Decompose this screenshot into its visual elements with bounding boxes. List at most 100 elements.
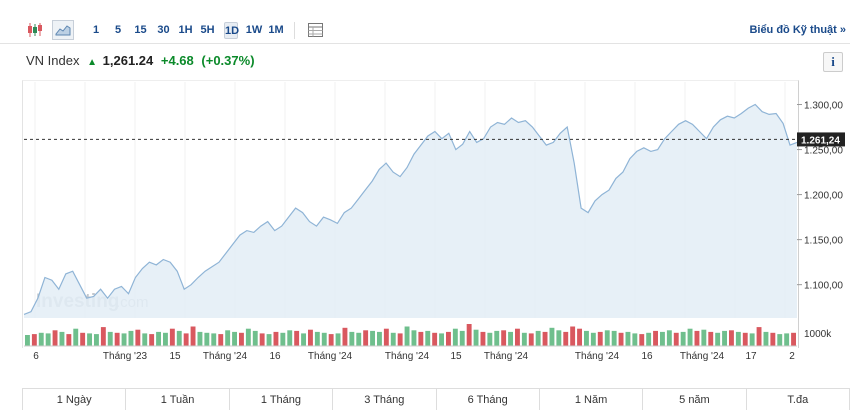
volume-bar: [473, 329, 479, 346]
period-button-7[interactable]: T.đa: [746, 389, 850, 410]
volume-bar: [363, 330, 369, 346]
volume-bar: [632, 333, 638, 346]
volume-bar: [777, 334, 783, 346]
volume-bar: [342, 327, 348, 346]
volume-bar: [273, 331, 279, 346]
volume-bar: [425, 330, 431, 346]
volume-bar: [660, 331, 665, 346]
volume-bar: [149, 334, 155, 346]
volume-bar: [38, 332, 44, 346]
volume-bar: [611, 330, 617, 346]
timeframe-1w[interactable]: 1W: [245, 24, 263, 36]
volume-bar: [784, 333, 790, 346]
volume-bar: [163, 332, 168, 346]
volume-bar: [25, 335, 30, 346]
volume-bar: [314, 331, 320, 346]
toolbar-separator: [294, 22, 295, 39]
advanced-chart-link[interactable]: Biểu đồ Kỹ thuật »: [749, 24, 846, 36]
volume-bar: [349, 331, 355, 346]
period-button-0[interactable]: 1 Ngày: [22, 389, 127, 410]
volume-bar: [404, 326, 410, 346]
volume-bar: [722, 330, 727, 346]
volume-bar: [383, 328, 389, 346]
volume-bar: [590, 332, 596, 346]
volume-bar: [301, 333, 306, 346]
chart-area[interactable]: [22, 80, 799, 348]
volume-bar: [73, 328, 79, 346]
timeframe-1[interactable]: 1: [92, 24, 100, 36]
volume-bar: [183, 333, 189, 346]
y-tick-label: 1.150,00: [804, 236, 843, 247]
volume-bar: [508, 331, 513, 346]
timeframe-5h[interactable]: 5H: [200, 24, 215, 36]
period-button-4[interactable]: 6 Tháng: [436, 389, 540, 410]
volume-bar: [791, 332, 796, 346]
volume-bar: [308, 329, 313, 346]
volume-bar: [749, 333, 755, 346]
x-tick-label: Tháng '24: [203, 351, 248, 362]
volume-bar: [563, 331, 569, 346]
period-button-5[interactable]: 1 Năm: [539, 389, 644, 410]
volume-bar: [618, 332, 624, 346]
volume-bar: [266, 334, 272, 346]
volume-scale-label: 1000k: [804, 329, 832, 340]
volume-bar: [729, 330, 734, 346]
volume-bar: [100, 327, 106, 346]
timeframe-1d[interactable]: 1D: [224, 22, 239, 39]
volume-bar: [356, 332, 362, 346]
timeframe-5[interactable]: 5: [114, 24, 122, 36]
volume-bar: [328, 334, 334, 346]
volume-bar: [121, 333, 127, 346]
timeframe-15[interactable]: 15: [134, 24, 147, 36]
timeframe-1m[interactable]: 1M: [268, 24, 284, 36]
volume-bar: [715, 332, 721, 346]
volume-bar: [487, 332, 493, 346]
period-button-3[interactable]: 3 Tháng: [333, 389, 437, 410]
volume-bar: [521, 332, 527, 346]
period-button-2[interactable]: 1 Tháng: [229, 389, 334, 410]
volume-bar: [742, 332, 748, 346]
period-button-6[interactable]: 5 năm: [643, 389, 747, 410]
volume-bar: [287, 330, 293, 346]
x-tick-label: 15: [450, 351, 462, 362]
volume-bar: [239, 332, 244, 346]
volume-bar: [452, 328, 458, 346]
x-tick-label: Tháng '24: [308, 351, 353, 362]
volume-bar: [625, 331, 631, 346]
period-button-1[interactable]: 1 Tuần: [126, 389, 230, 410]
volume-bar: [701, 329, 707, 346]
volume-bar: [535, 330, 541, 346]
volume-bar: [570, 326, 576, 346]
volume-bar: [459, 330, 465, 346]
volume-bar: [87, 333, 92, 346]
x-tick-label: Tháng '24: [680, 351, 725, 362]
volume-bar: [66, 334, 72, 346]
candlestick-icon[interactable]: [24, 20, 46, 40]
volume-bar: [687, 328, 693, 346]
volume-bar: [494, 330, 500, 346]
volume-bar: [432, 332, 438, 346]
volume-bar: [225, 330, 231, 346]
chart-toolbar: 1 5 15 30 1H 5H 1D 1W 1M Biểu đồ Kỹ thuật »: [0, 0, 850, 44]
volume-bar: [107, 331, 113, 346]
x-tick-label: Tháng '23: [103, 351, 148, 362]
x-tick-label: 2: [789, 351, 795, 362]
volume-bar: [169, 328, 175, 346]
area-chart-icon[interactable]: [52, 20, 74, 40]
volume-bar: [232, 331, 237, 346]
table-icon[interactable]: [304, 20, 326, 40]
volume-bar: [31, 334, 37, 346]
volume-bar: [480, 331, 486, 346]
volume-bar: [156, 331, 161, 346]
current-price-label: 1.261,24: [801, 135, 840, 146]
price-chart[interactable]: Investing.com1.100,001.150,001.200,001.2…: [0, 0, 850, 370]
volume-bar: [197, 331, 203, 346]
info-icon[interactable]: i: [823, 52, 843, 72]
price-change-pct: (+0.37%): [201, 53, 255, 68]
timeframe-1h[interactable]: 1H: [178, 24, 193, 36]
volume-bar: [142, 333, 148, 346]
volume-bar: [673, 332, 679, 346]
volume-bar: [542, 331, 548, 346]
volume-bar: [94, 334, 99, 346]
timeframe-30[interactable]: 30: [157, 24, 170, 36]
